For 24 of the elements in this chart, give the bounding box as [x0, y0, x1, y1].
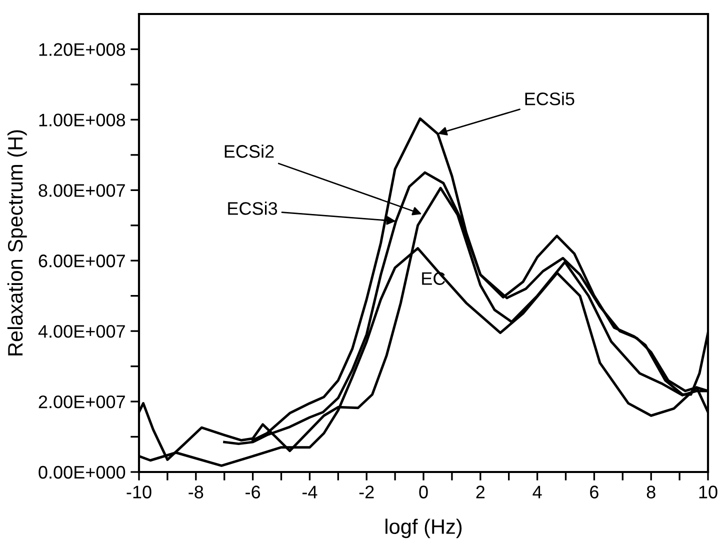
y-tick-label: 1.20E+008 [39, 43, 126, 56]
annotation: ECSi3 [228, 202, 278, 215]
x-tick-label: 6 [590, 486, 598, 498]
y-axis-title: Relaxation Spectrum (H) [7, 130, 27, 356]
y-tick-label: 6.00E+007 [38, 254, 125, 268]
y-tick-label: 1.00E+008 [39, 114, 126, 126]
x-tick-label: 8 [646, 486, 656, 498]
x-tick-label: -4 [302, 486, 318, 498]
y-tick-label: 2.00E+007 [38, 395, 125, 408]
x-tick-label: 0 [419, 486, 428, 498]
x-tick-label: -2 [359, 486, 374, 498]
x-axis-title: logf (Hz) [386, 518, 462, 538]
y-tick-label: 4.00E+007 [38, 325, 125, 338]
y-tick-label: 0.00E+000 [38, 466, 126, 479]
annotation: ECSi5 [525, 92, 574, 106]
y-tick-label: 8.00E+007 [38, 184, 125, 197]
x-tick-label: 4 [532, 486, 542, 498]
x-tick-label: 10 [699, 486, 718, 498]
x-tick-label: -8 [188, 486, 204, 498]
annotation: ECSi2 [224, 144, 274, 158]
x-tick-label: -10 [126, 486, 152, 498]
x-tick-label: 2 [476, 486, 485, 498]
annotation: EC [422, 272, 446, 285]
x-tick-label: -6 [246, 486, 260, 498]
